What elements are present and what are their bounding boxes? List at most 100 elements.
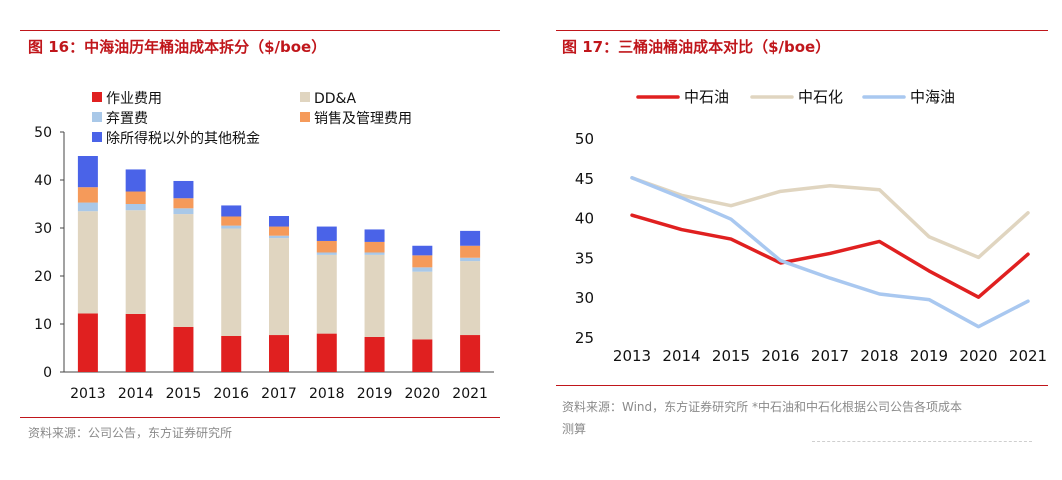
legend-swatch bbox=[300, 92, 310, 102]
bar-segment bbox=[77, 202, 98, 212]
source-rule bbox=[556, 385, 1048, 386]
source-line-1: 资料来源：Wind，东方证券研究所 *中石油和中石化根据公司公告各项成本 bbox=[562, 400, 962, 414]
bar-segment bbox=[173, 326, 194, 372]
bar-segment bbox=[77, 313, 98, 372]
bar-segment bbox=[316, 333, 337, 372]
x-tick-label: 2021 bbox=[1009, 347, 1047, 365]
title-rule bbox=[556, 30, 1048, 31]
x-tick-label: 2013 bbox=[613, 347, 651, 365]
x-tick-label: 2018 bbox=[309, 386, 345, 402]
bar-segment bbox=[221, 225, 242, 229]
y-tick-label: 45 bbox=[575, 170, 594, 188]
bar-segment bbox=[173, 208, 194, 215]
bar-segment bbox=[364, 229, 385, 242]
bar-segment bbox=[269, 238, 289, 336]
bar-segment bbox=[125, 313, 146, 372]
y-tick-label: 30 bbox=[34, 221, 52, 237]
x-tick-label: 2014 bbox=[118, 386, 154, 402]
legend-label: 中石油 bbox=[684, 88, 729, 106]
legend-label: DD&A bbox=[314, 91, 356, 107]
bar-segment bbox=[173, 214, 194, 327]
bar-segment bbox=[316, 252, 337, 255]
bar-segment bbox=[77, 187, 98, 203]
bar-segment bbox=[316, 226, 337, 241]
x-tick-label: 2017 bbox=[261, 386, 297, 402]
bar-segment bbox=[460, 335, 481, 372]
bar-segment bbox=[460, 261, 481, 336]
right-figure-panel: 图 17：三桶油桶油成本对比（$/boe） 25 30 35 40 45 50 2013 20… bbox=[540, 0, 1062, 466]
figure-16-title: 图 16：中海油历年桶油成本拆分（$/boe） bbox=[28, 38, 327, 56]
bar-segment bbox=[412, 271, 433, 340]
x-tick-label: 2019 bbox=[357, 386, 393, 402]
x-tick-label: 2020 bbox=[959, 347, 997, 365]
bar-segment bbox=[221, 228, 242, 336]
x-tick-label: 2020 bbox=[405, 386, 441, 402]
legend-swatch bbox=[92, 132, 102, 142]
x-tick-label: 2018 bbox=[860, 347, 898, 365]
series-line bbox=[630, 176, 1030, 260]
source-rule bbox=[20, 417, 500, 418]
series-line bbox=[630, 213, 1030, 299]
bar-segment bbox=[269, 335, 289, 372]
x-tick-label: 2014 bbox=[662, 347, 700, 365]
x-tick-label: 2016 bbox=[213, 386, 249, 402]
legend-swatch bbox=[300, 112, 310, 122]
bar-segment bbox=[460, 230, 481, 246]
x-tick-label: 2016 bbox=[761, 347, 799, 365]
y-tick-label: 40 bbox=[34, 173, 52, 189]
legend-label: 中石化 bbox=[798, 88, 843, 106]
bar-segment bbox=[77, 156, 98, 188]
y-tick-label: 10 bbox=[34, 317, 52, 333]
bar-segment bbox=[412, 245, 433, 256]
bar-segment bbox=[364, 336, 385, 372]
y-tick-label: 50 bbox=[575, 130, 594, 148]
legend-swatch bbox=[92, 112, 102, 122]
figure-16-source: 资料来源：公司公告，东方证券研究所 bbox=[28, 426, 233, 440]
y-tick-label: 40 bbox=[575, 210, 594, 228]
legend-label: 除所得税以外的其他税金 bbox=[106, 130, 260, 147]
legend-label: 中海油 bbox=[910, 88, 955, 106]
bar-segment bbox=[460, 245, 481, 258]
bar-segment bbox=[221, 216, 242, 226]
x-tick-label: 2015 bbox=[166, 386, 202, 402]
x-tick-label: 2017 bbox=[811, 347, 849, 365]
bar-segment bbox=[125, 204, 146, 211]
title-rule bbox=[20, 30, 500, 31]
bar-segment bbox=[269, 216, 289, 227]
bar-segment bbox=[125, 191, 146, 204]
bar-segment bbox=[412, 255, 433, 268]
bar-segment bbox=[412, 267, 433, 272]
bar-segment bbox=[221, 336, 242, 372]
bar-segment bbox=[269, 235, 289, 239]
figure-17-title: 图 17：三桶油桶油成本对比（$/boe） bbox=[562, 38, 831, 56]
dashed-divider bbox=[812, 441, 1032, 442]
bar-segment bbox=[221, 205, 242, 217]
legend-label: 销售及管理费用 bbox=[314, 111, 412, 127]
x-tick-label: 2021 bbox=[452, 386, 488, 402]
bar-segment bbox=[364, 241, 385, 253]
bar-segment bbox=[412, 339, 433, 372]
bar-segment bbox=[364, 252, 385, 255]
bar-segment bbox=[316, 254, 337, 334]
left-figure-panel: 图 16：中海油历年桶油成本拆分（$/boe） 0 10 20 30 40 50 2013 2… bbox=[0, 0, 520, 466]
bar-segment bbox=[77, 211, 98, 314]
bar-segment bbox=[173, 180, 194, 199]
x-tick-label: 2019 bbox=[910, 347, 948, 365]
bar-segment bbox=[173, 198, 194, 209]
y-tick-label: 30 bbox=[575, 289, 594, 307]
bar-segment bbox=[460, 257, 481, 262]
source-line-2: 测算 bbox=[562, 422, 587, 436]
y-tick-label: 20 bbox=[34, 269, 52, 285]
bar-segment bbox=[125, 210, 146, 314]
x-tick-label: 2013 bbox=[70, 386, 106, 402]
y-tick-label: 50 bbox=[34, 125, 52, 141]
figure-17-source: 资料来源：Wind，东方证券研究所 *中石油和中石化根据公司公告各项成本 测算 bbox=[562, 396, 962, 440]
stacked-bar-chart: 0 10 20 30 40 50 2013 2014 2015 2016 2017 2018 2019 2… bbox=[34, 91, 494, 402]
bar-segment bbox=[269, 226, 289, 236]
y-tick-label: 35 bbox=[575, 249, 594, 267]
bar-segment bbox=[125, 169, 146, 192]
y-tick-label: 0 bbox=[43, 365, 52, 381]
line-chart: 25 30 35 40 45 50 2013 2014 2015 2016 2017 2018 2019… bbox=[575, 88, 1047, 365]
bar-segment bbox=[364, 254, 385, 337]
x-tick-label: 2015 bbox=[712, 347, 750, 365]
